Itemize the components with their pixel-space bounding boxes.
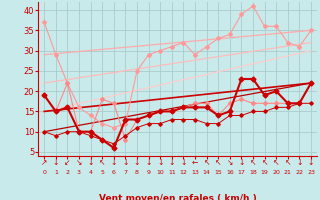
Text: ↘: ↘ [227, 158, 233, 167]
X-axis label: Vent moyen/en rafales ( km/h ): Vent moyen/en rafales ( km/h ) [99, 194, 256, 200]
Text: ↓: ↓ [180, 158, 187, 167]
Text: ↖: ↖ [215, 158, 221, 167]
Text: ↓: ↓ [157, 158, 164, 167]
Text: ↓: ↓ [134, 158, 140, 167]
Text: ↓: ↓ [296, 158, 303, 167]
Text: ↖: ↖ [250, 158, 256, 167]
Text: ↖: ↖ [284, 158, 291, 167]
Text: ↘: ↘ [76, 158, 82, 167]
Text: ↓: ↓ [122, 158, 129, 167]
Text: ↓: ↓ [52, 158, 59, 167]
Text: ↓: ↓ [308, 158, 314, 167]
Text: ↓: ↓ [145, 158, 152, 167]
Text: ↖: ↖ [99, 158, 105, 167]
Text: ↖: ↖ [204, 158, 210, 167]
Text: ↖: ↖ [261, 158, 268, 167]
Text: ↙: ↙ [64, 158, 71, 167]
Text: ←: ← [192, 158, 198, 167]
Text: ↓: ↓ [169, 158, 175, 167]
Text: ↗: ↗ [41, 158, 47, 167]
Text: ↓: ↓ [87, 158, 94, 167]
Text: ↓: ↓ [111, 158, 117, 167]
Text: ↖: ↖ [273, 158, 279, 167]
Text: ↓: ↓ [238, 158, 244, 167]
